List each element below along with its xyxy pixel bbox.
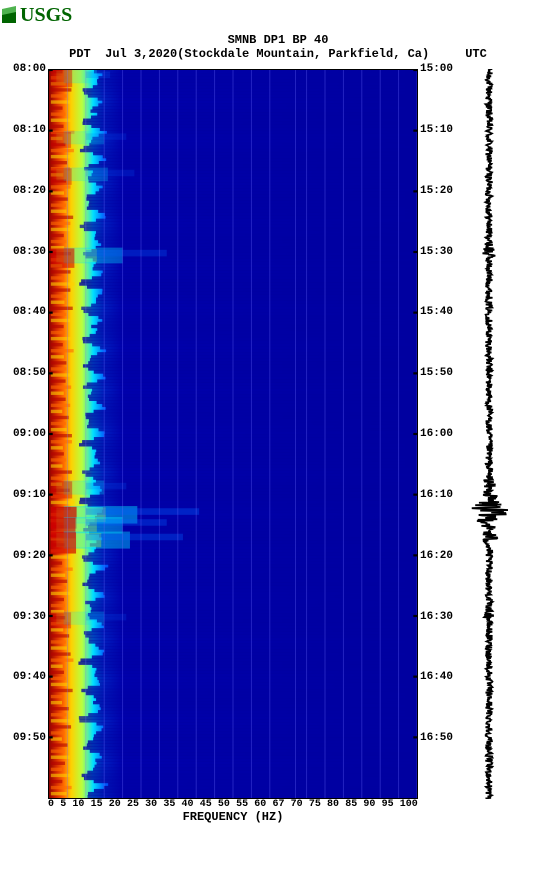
subtitle-right-tz: UTC bbox=[465, 47, 487, 61]
spectrogram-plot bbox=[48, 69, 418, 799]
yaxis-left-pdt: 08:0008:1008:2008:3008:4008:5009:0009:10… bbox=[8, 69, 48, 799]
chart-title: SMNB DP1 BP 40 bbox=[2, 33, 552, 47]
usgs-logo-mark bbox=[2, 9, 16, 23]
xaxis-tick: 55 bbox=[236, 799, 248, 810]
xaxis-tick: 0 bbox=[48, 799, 54, 810]
xaxis-label: FREQUENCY (HZ) bbox=[48, 810, 418, 824]
subtitle-date: Jul 3,2020 bbox=[105, 47, 177, 61]
xaxis-tick: 5 bbox=[60, 799, 66, 810]
xaxis-tick: 50 bbox=[218, 799, 230, 810]
xaxis-tick: 85 bbox=[345, 799, 357, 810]
xaxis-tick: 60 bbox=[254, 799, 266, 810]
xaxis-tick: 30 bbox=[145, 799, 157, 810]
xaxis-tick: 25 bbox=[127, 799, 139, 810]
subtitle-location: (Stockdale Mountain, Parkfield, Ca) bbox=[177, 47, 429, 61]
xaxis-ticks: 05 10 15 20 25 30 35 40 45 50 55 60 67 70 75 80 85 90 95 10… bbox=[48, 799, 418, 810]
xaxis-tick: 15 bbox=[91, 799, 103, 810]
xaxis-tick: 10 bbox=[72, 799, 84, 810]
xaxis-tick: 40 bbox=[182, 799, 194, 810]
xaxis-tick: 90 bbox=[363, 799, 375, 810]
usgs-logo-text: USGS bbox=[20, 4, 72, 27]
subtitle-left-tz: PDT bbox=[69, 47, 91, 61]
plot-container: 08:0008:1008:2008:3008:4008:5009:0009:10… bbox=[8, 69, 548, 824]
xaxis-tick: 20 bbox=[109, 799, 121, 810]
xaxis-tick: 67 bbox=[272, 799, 284, 810]
xaxis-tick: 45 bbox=[200, 799, 212, 810]
xaxis-tick: 100 bbox=[400, 799, 418, 810]
seismogram-trace bbox=[466, 69, 512, 799]
xaxis-tick: 70 bbox=[291, 799, 303, 810]
xaxis-tick: 95 bbox=[382, 799, 394, 810]
usgs-logo: USGS bbox=[2, 2, 552, 33]
xaxis-tick: 80 bbox=[327, 799, 339, 810]
chart-subtitle: PDT Jul 3,2020 (Stockdale Mountain, Park… bbox=[2, 47, 552, 61]
xaxis-tick: 35 bbox=[163, 799, 175, 810]
xaxis-tick: 75 bbox=[309, 799, 321, 810]
yaxis-right-utc: 15:0015:1015:2015:3015:4015:5016:0016:10… bbox=[418, 69, 458, 799]
